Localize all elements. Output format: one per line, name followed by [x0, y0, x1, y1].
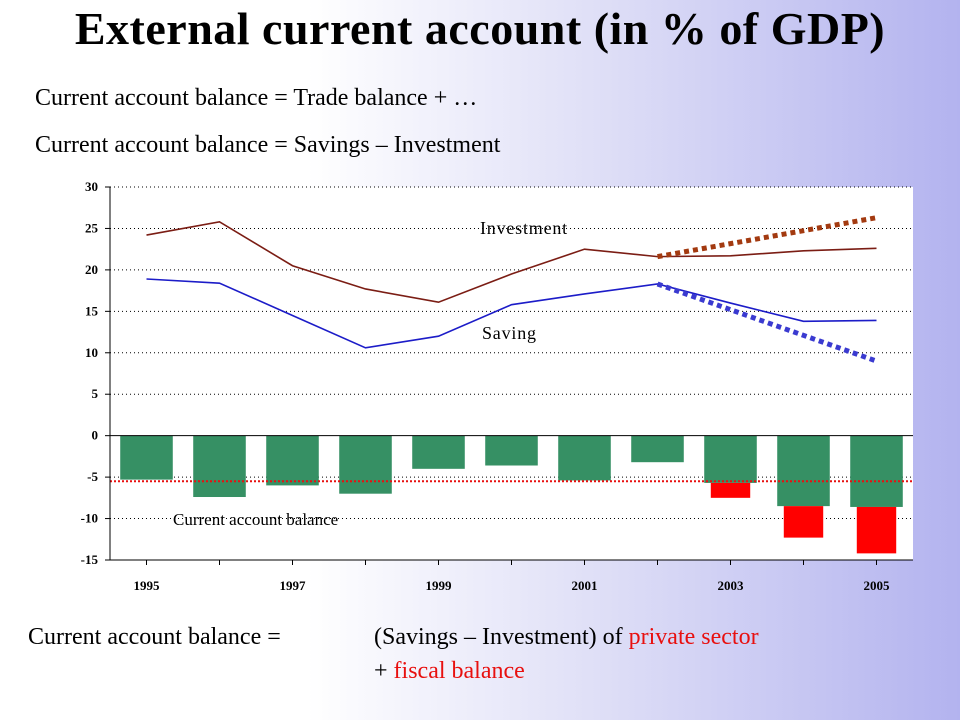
y-tick-label: -15	[81, 552, 99, 567]
investment-label: Investment	[480, 218, 568, 238]
equation-private-sector: private sector	[628, 624, 759, 650]
current-account-bar	[412, 435, 465, 469]
subtitle-trade-balance: Current account balance = Trade balance …	[35, 85, 478, 111]
equation-line-2: + fiscal balance	[374, 654, 759, 688]
current-account-balance-label: Current account balance	[173, 510, 338, 529]
current-account-bar	[558, 435, 611, 481]
fiscal-balance-bar	[710, 482, 751, 498]
y-tick-label: 30	[85, 179, 98, 194]
y-tick-label: 10	[85, 345, 98, 360]
current-account-bar	[193, 435, 246, 498]
y-tick-label: -10	[81, 511, 98, 526]
y-tick-label: 20	[85, 262, 98, 277]
saving-line	[146, 278, 877, 349]
current-account-bar	[631, 435, 684, 463]
x-tick-label: 2003	[718, 578, 745, 593]
bars	[120, 435, 903, 554]
fiscal-balance-bar	[856, 506, 897, 554]
series-lines	[110, 215, 913, 483]
saving-trend-line	[656, 281, 878, 364]
y-tick-label: 5	[92, 386, 99, 401]
slide-title: External current account (in % of GDP)	[74, 3, 886, 54]
current-account-bar	[120, 435, 173, 480]
investment-trend-line	[657, 215, 877, 260]
y-tick-label: -5	[87, 469, 98, 484]
equation-fiscal-balance: fiscal balance	[393, 658, 525, 684]
equation-of: of	[602, 624, 623, 650]
current-account-bar	[704, 435, 757, 483]
x-tick-label: 1999	[426, 578, 453, 593]
y-tick-label: 15	[85, 303, 99, 318]
equation-savings-investment: (Savings – Investment)	[374, 624, 597, 650]
x-tick-label: 1997	[280, 578, 307, 593]
subtitle-savings-investment: Current account balance = Savings – Inve…	[35, 132, 501, 158]
equation-line-1: (Savings – Investment) of private sector	[374, 620, 759, 654]
y-tick-label: 25	[85, 220, 99, 235]
investment-line	[146, 220, 877, 304]
x-tick-label: 2005	[864, 578, 891, 593]
current-account-bar	[485, 435, 538, 466]
current-account-bar	[777, 435, 830, 507]
current-account-bar	[850, 435, 903, 507]
x-tick-label: 1995	[134, 578, 161, 593]
current-account-bar	[266, 435, 319, 486]
equation-label: Current account balance =	[28, 624, 281, 650]
saving-label: Saving	[482, 323, 537, 343]
x-tick-label: 2001	[572, 578, 598, 593]
equation-plus: +	[374, 658, 388, 684]
series-labels: Investment Saving Current account balance	[173, 218, 568, 529]
fiscal-balance-bar	[783, 506, 824, 538]
equation-formula: (Savings – Investment) of private sector…	[374, 620, 759, 688]
axes: 30 25 20 15 10 5 0 -5 -10 -15 1995 1997 1999 2001 2003…	[81, 179, 913, 593]
y-tick-label: 0	[92, 428, 99, 443]
current-account-bar	[339, 435, 392, 494]
